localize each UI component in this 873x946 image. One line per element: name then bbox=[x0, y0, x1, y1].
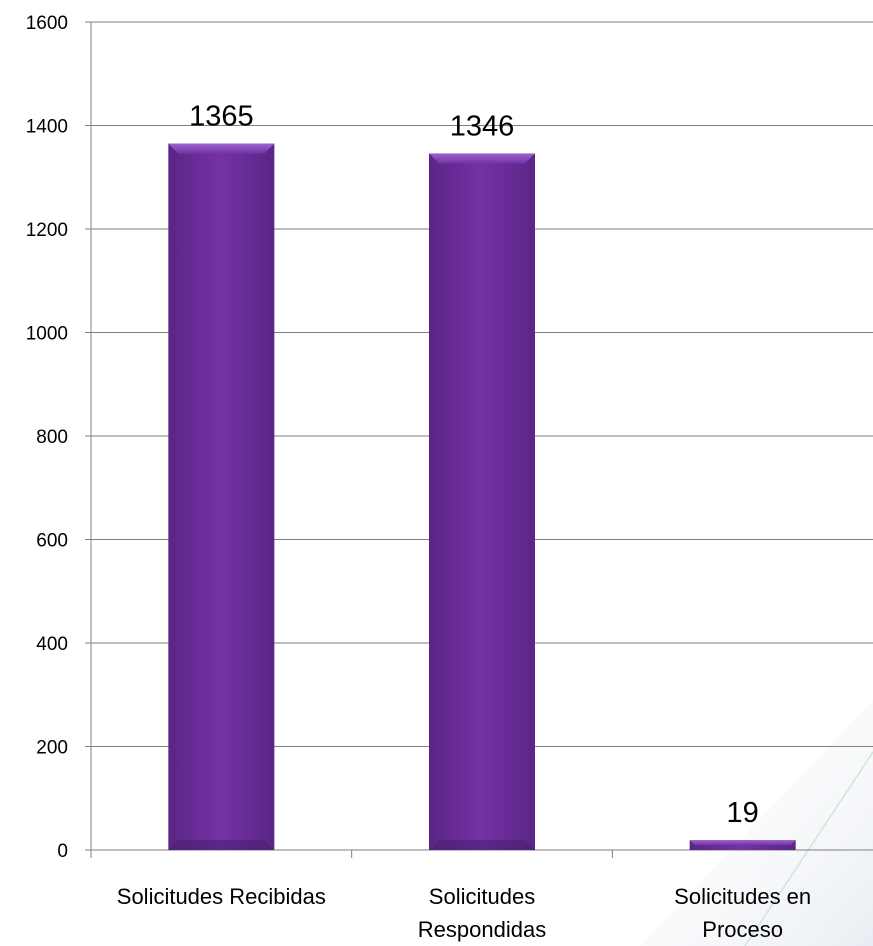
bar-bottom-bevel bbox=[168, 840, 275, 850]
x-category-label: Solicitudes Recibidas bbox=[117, 884, 326, 909]
y-tick-label: 1600 bbox=[26, 13, 68, 34]
x-category-label: Solicitudes bbox=[429, 884, 535, 909]
bar-top-bevel bbox=[429, 153, 535, 164]
y-tick-label: 800 bbox=[36, 427, 68, 448]
data-label: 1365 bbox=[189, 101, 254, 133]
background-decoration bbox=[640, 700, 873, 946]
x-category-label: Solicitudes en bbox=[674, 884, 811, 909]
background-decoration-line bbox=[744, 751, 873, 946]
bar-top-bevel bbox=[689, 840, 796, 846]
bar bbox=[168, 143, 275, 851]
bar-top-bevel bbox=[168, 143, 275, 154]
y-tick-label: 1400 bbox=[26, 117, 68, 138]
y-tick-label: 400 bbox=[36, 634, 68, 655]
y-tick-label: 1200 bbox=[26, 220, 68, 241]
bar-bottom-bevel bbox=[429, 840, 535, 850]
y-tick-label: 1000 bbox=[26, 324, 68, 345]
y-tick-label: 600 bbox=[36, 531, 68, 552]
data-label: 19 bbox=[727, 797, 759, 829]
y-tick-label: 200 bbox=[36, 738, 68, 759]
bar bbox=[689, 840, 796, 850]
bar-body bbox=[168, 143, 275, 851]
x-category-label: Respondidas bbox=[418, 917, 546, 942]
y-tick-label: 0 bbox=[57, 841, 68, 862]
bar bbox=[429, 153, 535, 850]
bar-body bbox=[429, 153, 535, 850]
x-category-label: Proceso bbox=[702, 917, 783, 942]
data-label: 1346 bbox=[450, 110, 515, 142]
